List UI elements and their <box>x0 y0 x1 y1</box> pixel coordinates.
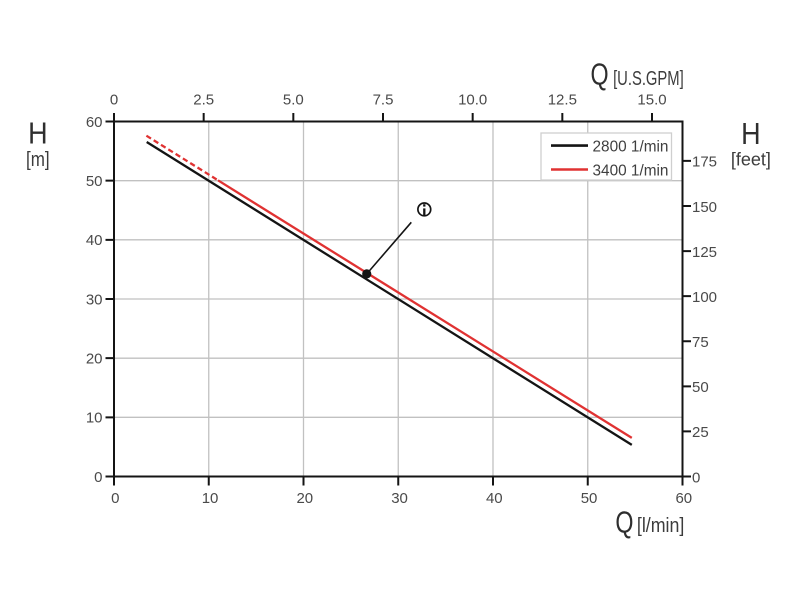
svg-text:5.0: 5.0 <box>283 92 304 109</box>
svg-text:50: 50 <box>581 490 598 507</box>
svg-text:15.0: 15.0 <box>637 92 666 109</box>
svg-text:30: 30 <box>86 291 103 308</box>
svg-text:[l/min]: [l/min] <box>637 515 684 537</box>
svg-text:50: 50 <box>692 379 709 396</box>
svg-text:20: 20 <box>296 490 313 507</box>
svg-text:40: 40 <box>486 490 503 507</box>
svg-text:10: 10 <box>202 490 219 507</box>
svg-text:Q: Q <box>615 504 633 539</box>
svg-text:[feet]: [feet] <box>731 150 771 170</box>
svg-text:7.5: 7.5 <box>373 92 394 109</box>
svg-text:[U.S.GPM]: [U.S.GPM] <box>613 67 684 90</box>
svg-text:100: 100 <box>692 289 717 306</box>
svg-text:40: 40 <box>86 232 103 249</box>
svg-text:60: 60 <box>675 490 692 507</box>
svg-text:125: 125 <box>692 244 717 261</box>
svg-text:12.5: 12.5 <box>548 92 577 109</box>
svg-text:H: H <box>741 117 760 151</box>
svg-text:0: 0 <box>111 490 119 507</box>
svg-text:10: 10 <box>86 410 103 427</box>
svg-text:30: 30 <box>391 490 408 507</box>
svg-text:[m]: [m] <box>26 148 50 171</box>
svg-text:Q: Q <box>590 56 608 91</box>
svg-text:2.5: 2.5 <box>193 92 214 109</box>
svg-text:60: 60 <box>86 114 103 131</box>
svg-text:50: 50 <box>86 173 103 190</box>
svg-text:75: 75 <box>692 334 709 351</box>
svg-text:0: 0 <box>94 469 102 486</box>
svg-text:25: 25 <box>692 424 709 441</box>
svg-text:0: 0 <box>692 469 700 486</box>
svg-text:10.0: 10.0 <box>458 92 487 109</box>
svg-text:150: 150 <box>692 199 717 216</box>
svg-text:H: H <box>28 117 47 151</box>
svg-text:0: 0 <box>110 92 118 109</box>
svg-text:175: 175 <box>692 154 717 171</box>
svg-text:20: 20 <box>86 351 103 368</box>
svg-text:2800 1/min: 2800 1/min <box>593 138 669 155</box>
svg-text:3400 1/min: 3400 1/min <box>593 162 669 179</box>
